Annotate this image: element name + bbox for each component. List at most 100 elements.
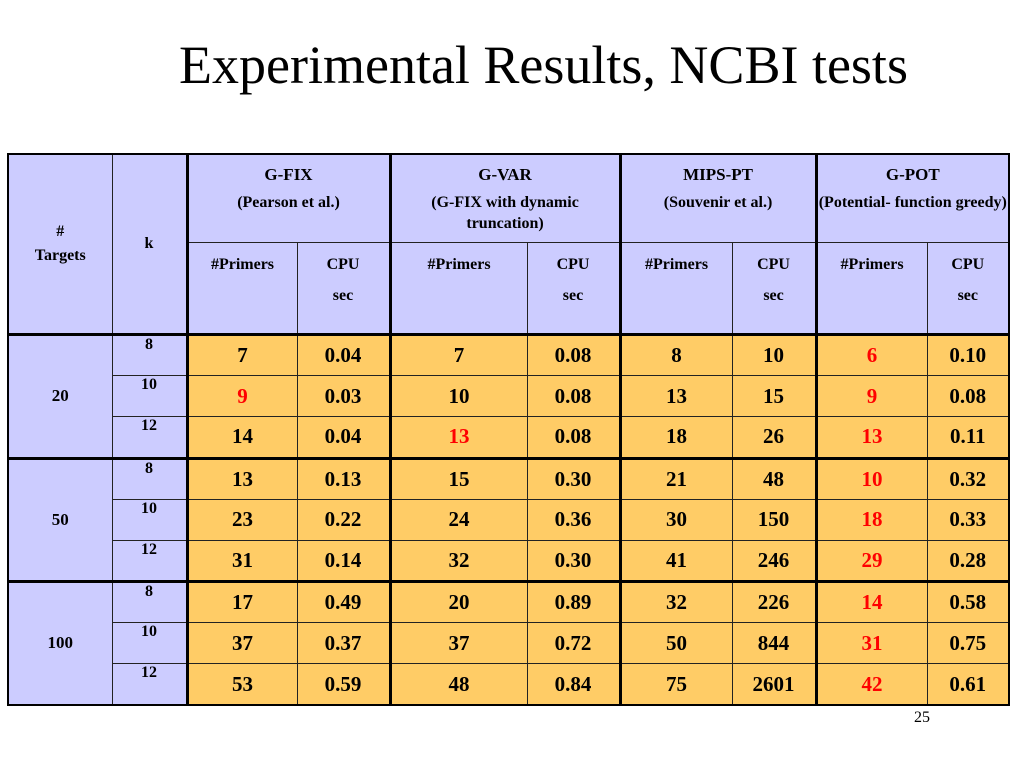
cpu-cell: 0.32 (926, 456, 1010, 500)
primers-cell: 14 (814, 579, 928, 624)
k-cell: 8 (111, 456, 188, 500)
table-row: 12 31 0.14 32 0.30 41 246 29 0.28 (8, 539, 1010, 582)
subheader-cpu-sec: CPU sec (526, 241, 621, 336)
header-targets: # Targets (7, 153, 113, 336)
cpu-cell: 0.10 (926, 333, 1010, 377)
primers-cell: 10 (388, 375, 528, 418)
primers-cell: 9 (185, 375, 298, 418)
subheader-cpu-sec: CPU sec (731, 241, 817, 336)
subheader-primers: #Primers (618, 241, 733, 336)
cpu-cell: 0.75 (926, 622, 1010, 665)
cpu-cell: 150 (731, 498, 817, 541)
k-cell: 10 (111, 622, 188, 665)
targets-cell: 20 (7, 333, 113, 459)
cpu-cell: 0.72 (526, 622, 621, 665)
cpu-cell: 0.61 (926, 663, 1010, 706)
subheader-cpu: CPU (951, 255, 985, 273)
cpu-cell: 0.58 (926, 579, 1010, 624)
cpu-cell: 26 (731, 416, 817, 459)
subheader-cpu: CPU (326, 255, 360, 273)
table-row: 100 8 17 0.49 20 0.89 32 226 14 0.58 (7, 579, 1010, 706)
group-name: G-VAR (478, 165, 532, 184)
subheader-cpu: CPU (757, 255, 790, 273)
cpu-cell: 0.28 (926, 539, 1010, 582)
primers-cell: 13 (388, 416, 528, 459)
primers-cell: 13 (185, 456, 298, 500)
primers-cell: 32 (388, 539, 528, 582)
cpu-cell: 0.59 (296, 663, 391, 706)
primers-cell: 53 (185, 663, 298, 706)
cpu-cell: 0.49 (296, 579, 391, 624)
k-cell: 12 (111, 416, 188, 459)
primers-cell: 20 (388, 579, 528, 624)
primers-cell: 50 (618, 622, 733, 665)
primers-cell: 48 (388, 663, 528, 706)
cpu-cell: 0.37 (296, 622, 391, 665)
cpu-cell: 0.30 (526, 456, 621, 500)
cpu-cell: 0.22 (296, 498, 391, 541)
subheader-sec: sec (562, 287, 584, 305)
group-sub: (Potential- function greedy) (818, 194, 1007, 211)
cpu-cell: 15 (731, 375, 817, 418)
k-cell: 8 (111, 579, 188, 624)
cpu-cell: 0.03 (296, 375, 391, 418)
cpu-cell: 0.08 (526, 416, 621, 459)
cpu-cell: 0.11 (926, 416, 1010, 459)
targets-cell: 100 (7, 579, 113, 706)
table-row: 50 8 13 0.13 15 0.30 21 48 10 0.32 (7, 456, 1010, 582)
k-cell: 12 (111, 539, 188, 582)
primers-cell: 75 (618, 663, 733, 706)
cpu-cell: 0.08 (526, 333, 621, 377)
table-row: 12 53 0.59 48 0.84 75 2601 42 0.61 (8, 663, 1010, 706)
primers-cell: 8 (618, 333, 733, 377)
primers-cell: 9 (814, 375, 928, 418)
cpu-cell: 0.89 (526, 579, 621, 624)
primers-cell: 37 (388, 622, 528, 665)
k-cell: 10 (111, 375, 188, 418)
cpu-cell: 0.08 (526, 375, 621, 418)
table-row: 10 37 0.37 37 0.72 50 844 31 0.75 (8, 622, 1010, 665)
cpu-cell: 0.13 (296, 456, 391, 500)
slide-title: Experimental Results, NCBI tests (179, 35, 908, 95)
primers-cell: 29 (814, 539, 928, 582)
primers-cell: 32 (618, 579, 733, 624)
page-number: 25 (914, 709, 930, 726)
cpu-cell: 0.33 (926, 498, 1010, 541)
k-cell: 10 (111, 498, 188, 541)
cpu-cell: 0.84 (526, 663, 621, 706)
primers-cell: 13 (814, 416, 928, 459)
primers-cell: 7 (388, 333, 528, 377)
subheader-primers: #Primers (814, 241, 928, 336)
cpu-cell: 226 (731, 579, 817, 624)
subheader-cpu-sec: CPU sec (926, 241, 1010, 336)
primers-cell: 10 (814, 456, 928, 500)
targets-cell: 50 (7, 456, 113, 582)
cpu-cell: 0.36 (526, 498, 621, 541)
group-name: G-POT (885, 165, 940, 184)
primers-cell: 15 (388, 456, 528, 500)
cpu-cell: 0.08 (926, 375, 1010, 418)
k-cell: 12 (111, 663, 188, 706)
subheader-sec: sec (957, 287, 978, 305)
table-row: 10 9 0.03 10 0.08 13 15 9 0.08 (8, 375, 1010, 418)
table-row: 12 14 0.04 13 0.08 18 26 13 0.11 (8, 416, 1010, 459)
primers-cell: 13 (618, 375, 733, 418)
header-group-gvar: G-VAR (G-FIX with dynamic truncation) (388, 153, 621, 243)
cpu-cell: 2601 (731, 663, 817, 706)
primers-cell: 21 (618, 456, 733, 500)
group-name: MIPS-PT (683, 165, 753, 184)
primers-cell: 37 (185, 622, 298, 665)
primers-cell: 24 (388, 498, 528, 541)
group-name: G-FIX (264, 165, 313, 184)
subheader-primers: #Primers (388, 241, 528, 336)
primers-cell: 17 (185, 579, 298, 624)
primers-cell: 41 (618, 539, 733, 582)
header-k: k (111, 153, 188, 336)
primers-cell: 14 (185, 416, 298, 459)
group-sub: (G-FIX with dynamic truncation) (431, 194, 579, 232)
cpu-cell: 0.30 (526, 539, 621, 582)
header-group-gpot: G-POT (Potential- function greedy) (814, 153, 1010, 243)
results-table: # Targets k G-FIX (Pearson et al.) G-VAR… (7, 153, 1011, 706)
subheader-cpu: CPU (556, 255, 590, 273)
primers-cell: 18 (618, 416, 733, 459)
